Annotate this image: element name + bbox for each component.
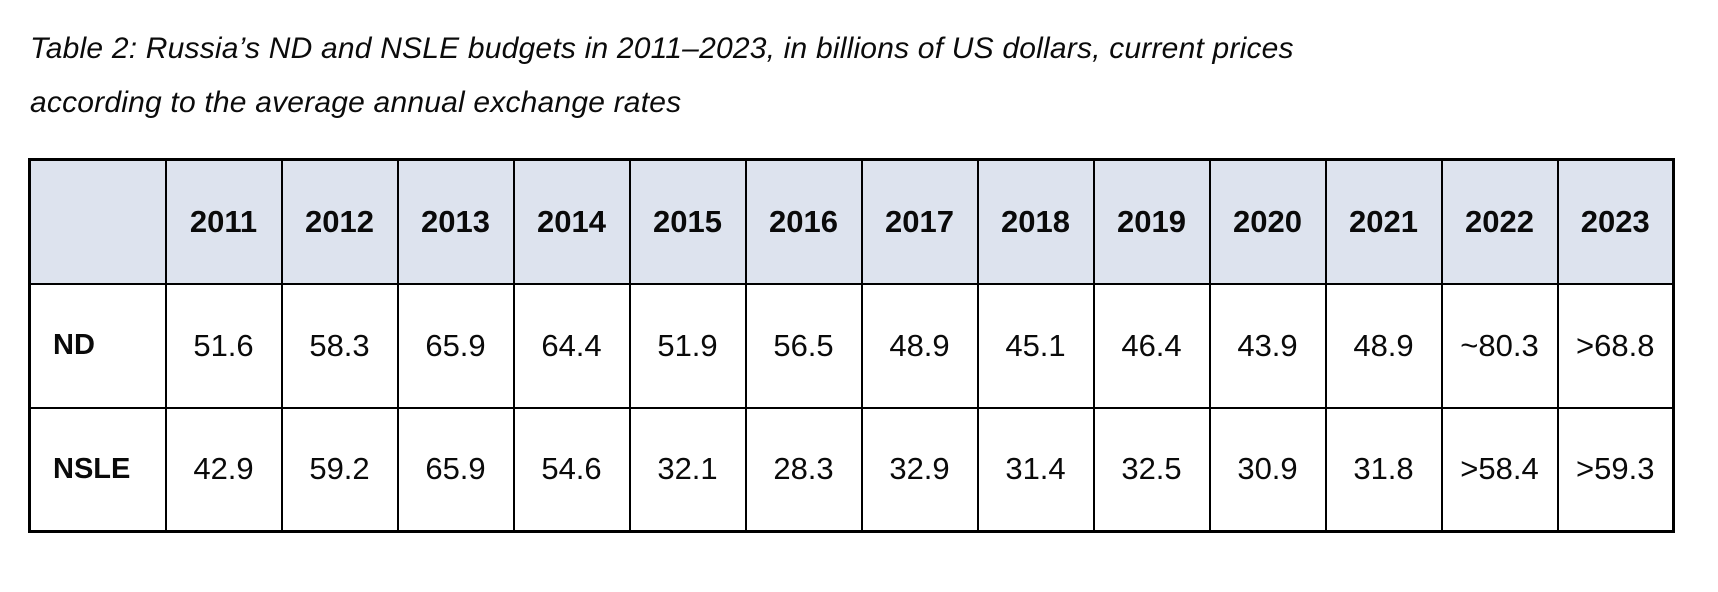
value-cell-nsle-2021: 31.8 xyxy=(1324,406,1443,533)
budget-table-body: ND 51.6 58.3 65.9 64.4 51.9 56.5 48.9 45.1 46.4 43… xyxy=(28,282,1675,533)
value-cell-nd-2013: 65.9 xyxy=(396,282,515,409)
year-header-2018: 2018 xyxy=(976,158,1095,285)
year-header-2014: 2014 xyxy=(512,158,631,285)
value-cell-nd-2021: 48.9 xyxy=(1324,282,1443,409)
value-cell-nd-2022: ~80.3 xyxy=(1440,282,1559,409)
year-header-2012: 2012 xyxy=(280,158,399,285)
value-cell-nsle-2019: 32.5 xyxy=(1092,406,1211,533)
value-cell-nd-2018: 45.1 xyxy=(976,282,1095,409)
value-cell-nd-2011: 51.6 xyxy=(164,282,283,409)
year-header-2019: 2019 xyxy=(1092,158,1211,285)
year-header-2022: 2022 xyxy=(1440,158,1559,285)
table-caption-line-2: according to the average annual exchange… xyxy=(30,86,682,119)
table-caption-line-1: Table 2: Russia’s ND and NSLE budgets in… xyxy=(30,32,1294,65)
value-cell-nsle-2015: 32.1 xyxy=(628,406,747,533)
year-header-2023: 2023 xyxy=(1556,158,1675,285)
value-cell-nd-2015: 51.9 xyxy=(628,282,747,409)
value-cell-nd-2016: 56.5 xyxy=(744,282,863,409)
table-row-nsle: NSLE 42.9 59.2 65.9 54.6 32.1 28.3 32.9 31.4 32.5… xyxy=(28,406,1675,533)
row-label-nsle: NSLE xyxy=(28,406,167,533)
year-header-2016: 2016 xyxy=(744,158,863,285)
year-header-2013: 2013 xyxy=(396,158,515,285)
value-cell-nd-2020: 43.9 xyxy=(1208,282,1327,409)
value-cell-nsle-2014: 54.6 xyxy=(512,406,631,533)
value-cell-nsle-2017: 32.9 xyxy=(860,406,979,533)
value-cell-nsle-2022: >58.4 xyxy=(1440,406,1559,533)
table-caption: Table 2: Russia’s ND and NSLE budgets in… xyxy=(30,22,1294,130)
value-cell-nsle-2011: 42.9 xyxy=(164,406,283,533)
value-cell-nsle-2020: 30.9 xyxy=(1208,406,1327,533)
value-cell-nd-2023: >68.8 xyxy=(1556,282,1675,409)
corner-header-cell xyxy=(28,158,167,285)
value-cell-nsle-2013: 65.9 xyxy=(396,406,515,533)
budget-table: 2011 2012 2013 2014 2015 2016 2017 2018 2019 2020… xyxy=(28,158,1675,533)
value-cell-nd-2014: 64.4 xyxy=(512,282,631,409)
year-header-2021: 2021 xyxy=(1324,158,1443,285)
year-header-2020: 2020 xyxy=(1208,158,1327,285)
value-cell-nsle-2023: >59.3 xyxy=(1556,406,1675,533)
year-header-2017: 2017 xyxy=(860,158,979,285)
value-cell-nd-2012: 58.3 xyxy=(280,282,399,409)
value-cell-nd-2017: 48.9 xyxy=(860,282,979,409)
year-header-2015: 2015 xyxy=(628,158,747,285)
value-cell-nsle-2018: 31.4 xyxy=(976,406,1095,533)
budget-table-header: 2011 2012 2013 2014 2015 2016 2017 2018 2019 2020… xyxy=(28,158,1675,285)
value-cell-nsle-2016: 28.3 xyxy=(744,406,863,533)
value-cell-nsle-2012: 59.2 xyxy=(280,406,399,533)
year-header-2011: 2011 xyxy=(164,158,283,285)
row-label-nd: ND xyxy=(28,282,167,409)
value-cell-nd-2019: 46.4 xyxy=(1092,282,1211,409)
table-row-nd: ND 51.6 58.3 65.9 64.4 51.9 56.5 48.9 45.1 46.4 43… xyxy=(28,282,1675,409)
header-row: 2011 2012 2013 2014 2015 2016 2017 2018 2019 2020… xyxy=(28,158,1675,285)
